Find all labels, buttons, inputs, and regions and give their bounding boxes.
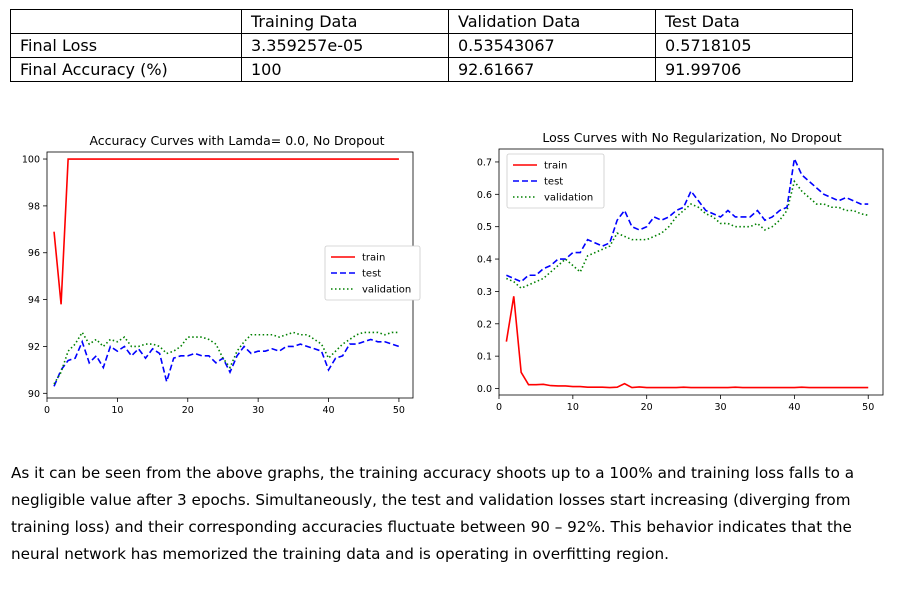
x-tick-label: 10 (567, 402, 579, 413)
table-cell: 0.53543067 (448, 33, 656, 58)
table-cell: 91.99706 (655, 57, 853, 82)
table-header-cell: Validation Data (448, 9, 656, 34)
table-header-cell: Test Data (655, 9, 853, 34)
legend-label: validation (362, 285, 411, 296)
series-line-train (505, 296, 869, 389)
loss-chart: Loss Curves with No Regularization, No D… (477, 130, 884, 413)
legend-label: train (362, 253, 385, 264)
y-tick-label: 92 (28, 342, 40, 353)
body-paragraph: As it can be seen from the above graphs,… (11, 464, 855, 563)
legend-label: test (362, 269, 381, 280)
series-line-validation (506, 179, 869, 290)
accuracy-chart: Accuracy Curves with Lamda= 0.0, No Drop… (22, 133, 421, 416)
table-cell: Final Accuracy (%) (10, 57, 242, 82)
y-tick-label: 90 (28, 389, 40, 400)
table-cell: 3.359257e-05 (241, 33, 449, 58)
series-line-train (53, 158, 399, 305)
y-tick-label: 94 (28, 295, 40, 306)
y-tick-label: 98 (28, 201, 40, 212)
table-row: Final Accuracy (%) 100 92.61667 91.99706 (10, 57, 853, 82)
x-tick-label: 40 (788, 402, 800, 413)
series-line-test (53, 338, 400, 387)
chart-title: Loss Curves with No Regularization, No D… (542, 130, 841, 145)
y-tick-label: 0.3 (477, 287, 492, 298)
series-line-validation (53, 330, 399, 385)
table-cell: Final Loss (10, 33, 242, 58)
legend-box (324, 245, 421, 301)
table-cell: 92.61667 (448, 57, 656, 82)
y-tick-label: 96 (28, 248, 40, 259)
x-tick-label: 50 (862, 402, 874, 413)
results-table: Training Data Validation Data Test Data … (10, 9, 853, 82)
table-row: Final Loss 3.359257e-05 0.53543067 0.571… (10, 33, 853, 58)
legend-label: train (544, 161, 567, 172)
y-tick-label: 0.2 (477, 319, 492, 330)
table-header-cell: Training Data (241, 9, 449, 34)
table-header-cell (10, 9, 242, 34)
x-tick-label: 20 (641, 402, 653, 413)
y-tick-label: 0.4 (477, 255, 492, 266)
x-tick-label: 0 (496, 402, 502, 413)
x-tick-label: 40 (322, 405, 334, 416)
table-cell: 100 (241, 57, 449, 82)
table-cell: 0.5718105 (655, 33, 853, 58)
y-tick-label: 100 (22, 155, 40, 166)
x-tick-label: 50 (393, 405, 405, 416)
table-header-row: Training Data Validation Data Test Data (10, 9, 853, 34)
y-tick-label: 0.5 (477, 222, 492, 233)
chart-legend: train test validation (506, 153, 605, 209)
y-tick-label: 0.7 (477, 157, 492, 168)
legend-label: validation (544, 193, 593, 204)
plot-frame (498, 148, 884, 396)
x-tick-label: 0 (44, 405, 50, 416)
x-tick-label: 10 (111, 405, 123, 416)
legend-label: test (544, 177, 563, 188)
x-tick-label: 20 (182, 405, 194, 416)
y-tick-label: 0.0 (477, 384, 492, 395)
chart-legend: train test validation (324, 245, 421, 301)
y-tick-label: 0.6 (477, 190, 492, 201)
x-tick-label: 30 (714, 402, 726, 413)
legend-box (506, 153, 605, 209)
y-tick-label: 0.1 (477, 352, 492, 363)
chart-title: Accuracy Curves with Lamda= 0.0, No Drop… (89, 133, 384, 148)
x-tick-label: 30 (252, 405, 264, 416)
